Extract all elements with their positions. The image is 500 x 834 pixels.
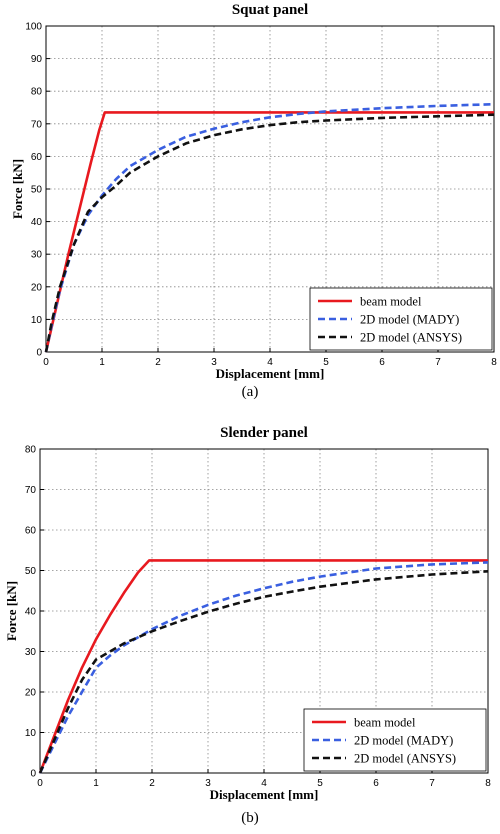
series-line-0 xyxy=(44,111,494,353)
series-line-2 xyxy=(38,570,489,774)
x-tick-label: 4 xyxy=(267,357,273,368)
x-tick-label: 5 xyxy=(323,357,329,368)
y-tick-label: 60 xyxy=(31,152,43,163)
x-tick-label: 2 xyxy=(155,357,161,368)
y-tick-label: 70 xyxy=(25,485,37,496)
y-tick-label: 0 xyxy=(30,769,36,780)
y-tick-label: 90 xyxy=(31,54,43,65)
chart-title: Squat panel xyxy=(232,2,308,18)
y-tick-label: 10 xyxy=(31,315,43,326)
series-line-2 xyxy=(44,113,495,353)
x-tick-label: 3 xyxy=(211,357,217,368)
legend-label-0: beam model xyxy=(360,295,422,309)
y-tick-label: 20 xyxy=(25,688,37,699)
y-axis-label: Force [kN] xyxy=(4,581,19,641)
y-tick-label: 30 xyxy=(31,250,43,261)
x-axis-label: Displacement [mm] xyxy=(210,787,319,802)
x-tick-label: 0 xyxy=(37,778,43,789)
x-tick-label: 4 xyxy=(261,778,267,789)
x-tick-label: 8 xyxy=(491,357,497,368)
legend: beam model 2D model (MADY) 2D model (ANSYS… xyxy=(303,708,487,772)
x-tick-label: 1 xyxy=(93,778,99,789)
x-tick-label: 7 xyxy=(429,778,435,789)
y-tick-label: 20 xyxy=(31,282,43,293)
squat-panel-figure: Squat panel 0 1 2 3 4 5 6 7 8 0 10 20 30 40 50 60 70 80 90 1… xyxy=(0,0,500,410)
y-tick-label: 80 xyxy=(25,445,37,456)
x-tick-label: 1 xyxy=(99,357,105,368)
y-tick-label: 40 xyxy=(31,217,43,228)
series-line-1 xyxy=(38,561,489,774)
legend-label-1: 2D model (MADY) xyxy=(360,313,459,327)
y-tick-label: 40 xyxy=(25,607,37,618)
slender-panel-figure: Slender panel 0 1 2 3 4 5 6 7 8 0 10 20 30 40 50 60 70 80 D… xyxy=(0,418,500,834)
legend-label-0: beam model xyxy=(354,716,416,730)
y-tick-label: 0 xyxy=(36,348,42,359)
legend-label-2: 2D model (ANSYS) xyxy=(354,752,456,766)
x-tick-label: 6 xyxy=(379,357,385,368)
y-tick-label: 70 xyxy=(31,119,43,130)
chart-title: Slender panel xyxy=(220,425,308,441)
legend: beam model 2D model (MADY) 2D model (ANSYS… xyxy=(309,287,493,351)
series-line-0 xyxy=(38,559,488,774)
y-tick-label: 50 xyxy=(25,566,37,577)
x-tick-label: 2 xyxy=(149,778,155,789)
x-tick-label: 8 xyxy=(485,778,491,789)
x-tick-label: 0 xyxy=(43,357,49,368)
y-tick-label: 100 xyxy=(25,22,42,33)
legend-label-2: 2D model (ANSYS) xyxy=(360,331,462,345)
legend-label-1: 2D model (MADY) xyxy=(354,734,453,748)
x-tick-label: 3 xyxy=(205,778,211,789)
y-tick-label: 50 xyxy=(31,185,43,196)
x-axis-label: Displacement [mm] xyxy=(216,366,325,381)
x-tick-label: 6 xyxy=(373,778,379,789)
figure-caption-a: (a) xyxy=(241,384,259,400)
y-axis-label: Force [kN] xyxy=(10,159,25,219)
y-tick-label: 80 xyxy=(31,87,43,98)
figure-caption-b: (b) xyxy=(241,810,259,826)
x-tick-label: 7 xyxy=(435,357,441,368)
y-tick-label: 30 xyxy=(25,647,37,658)
y-tick-label: 60 xyxy=(25,526,37,537)
x-tick-label: 5 xyxy=(317,778,323,789)
y-tick-label: 10 xyxy=(25,728,37,739)
